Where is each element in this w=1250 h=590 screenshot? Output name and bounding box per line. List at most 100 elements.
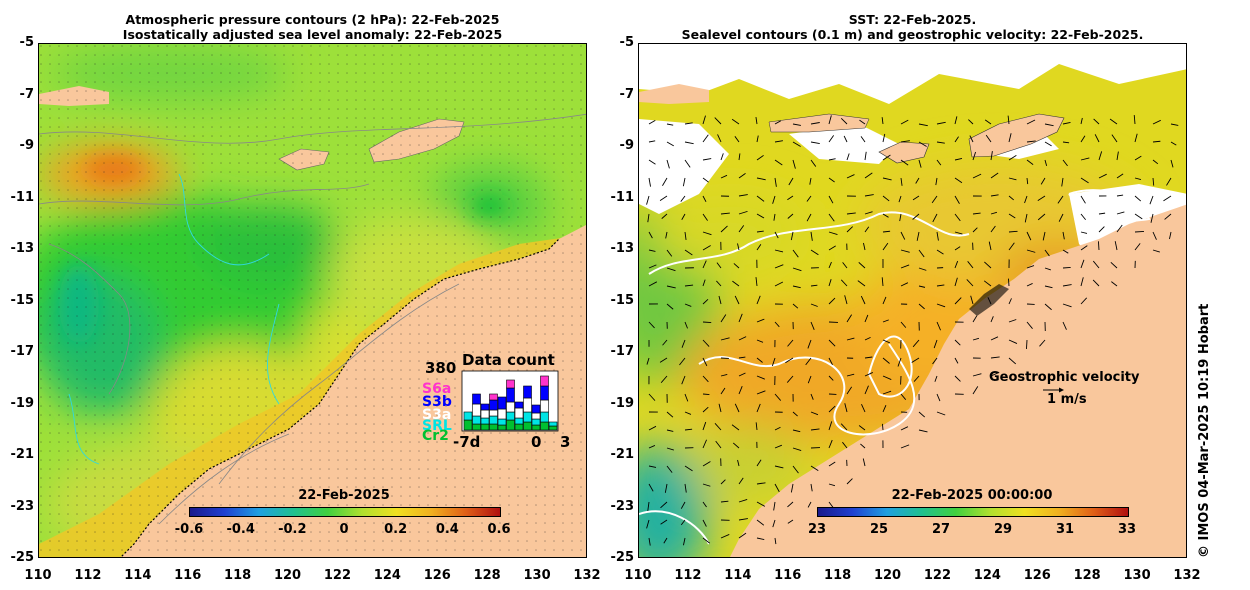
velocity-arrow <box>1008 177 1017 181</box>
velocity-arrow <box>720 212 730 215</box>
colorbar-tick-label: 0.2 <box>384 522 408 537</box>
velocity-arrow <box>648 281 658 287</box>
velocity-arrow <box>954 231 963 235</box>
velocity-arrow <box>936 411 946 416</box>
velocity-arrow <box>684 411 692 415</box>
velocity-arrow <box>882 177 892 181</box>
velocity-arrow <box>969 135 974 143</box>
data-count-bar-segment <box>540 375 549 387</box>
velocity-arrow <box>1116 194 1124 197</box>
velocity-arrow <box>648 264 657 269</box>
velocity-arrow <box>684 428 693 431</box>
velocity-arrow <box>1008 339 1018 344</box>
velocity-arrow <box>1080 297 1088 305</box>
velocity-arrow <box>1039 339 1046 347</box>
velocity-arrow <box>720 500 729 503</box>
velocity-arrow <box>1134 155 1142 161</box>
velocity-arrow <box>648 483 654 492</box>
velocity-arrow <box>810 465 819 471</box>
velocity-arrow <box>1152 140 1161 143</box>
lon-tick-label: 132 <box>573 568 601 583</box>
velocity-arrow <box>1114 241 1118 251</box>
velocity-arrow <box>702 213 708 221</box>
velocity-arrow <box>1080 177 1089 184</box>
velocity-arrow <box>882 405 887 413</box>
velocity-arrow <box>720 374 728 377</box>
velocity-arrow <box>720 479 726 485</box>
velocity-arrow <box>792 447 802 451</box>
velocity-arrow <box>954 195 960 205</box>
lon-tick-label: 122 <box>923 568 952 583</box>
lon-tick-label: 124 <box>973 568 1001 583</box>
velocity-arrow <box>756 357 763 363</box>
velocity-arrow <box>647 213 650 223</box>
velocity-arrow <box>911 357 920 363</box>
velocity-arrow <box>882 339 891 344</box>
velocity-arrow <box>882 195 890 202</box>
velocity-arrow <box>682 177 686 187</box>
velocity-arrow <box>912 213 920 220</box>
data-count-bar-segment <box>480 417 490 425</box>
velocity-arrow <box>684 393 689 402</box>
velocity-arrow <box>1170 159 1174 168</box>
colorbar-tick-label: -0.2 <box>278 522 307 537</box>
velocity-arrow <box>663 537 668 544</box>
velocity-arrow <box>738 336 747 341</box>
velocity-arrow <box>954 246 961 251</box>
velocity-arrow <box>738 518 748 521</box>
velocity-arrow <box>737 459 740 467</box>
velocity-arrow <box>731 118 740 125</box>
velocity-arrow <box>792 267 802 272</box>
velocity-arrow <box>1008 298 1012 305</box>
velocity-arrow <box>828 339 836 347</box>
velocity-arrow <box>806 195 812 202</box>
velocity-arrow <box>1080 157 1090 161</box>
velocity-arrow <box>1044 141 1052 147</box>
velocity-arrow <box>702 393 710 395</box>
velocity-arrow <box>828 357 833 366</box>
data-count-bar-segment <box>514 423 524 431</box>
velocity-arrow <box>882 230 891 233</box>
sst-colorbar-title: 22-Feb-2025 00:00:00 <box>891 488 1053 503</box>
velocity-arrow <box>806 213 812 222</box>
velocity-arrow <box>954 213 961 222</box>
velocity-arrow <box>1111 134 1118 143</box>
velocity-arrow <box>684 122 693 125</box>
velocity-arrow <box>1098 151 1103 161</box>
velocity-arrow <box>720 534 730 539</box>
velocity-arrow <box>787 195 794 201</box>
sla-colorbar-title: 22-Feb-2025 <box>298 488 390 503</box>
velocity-arrow <box>660 375 668 384</box>
velocity-arrow <box>1092 279 1100 287</box>
velocity-arrow <box>846 212 856 215</box>
velocity-arrow <box>774 264 784 269</box>
velocity-arrow <box>731 424 740 431</box>
velocity-arrow <box>666 429 674 432</box>
velocity-arrow <box>809 177 812 185</box>
data-count-bar-segment <box>514 407 524 419</box>
velocity-arrow <box>934 375 938 382</box>
velocity-arrow <box>1152 231 1157 240</box>
velocity-arrow <box>774 140 783 143</box>
velocity-arrow <box>1152 119 1161 125</box>
velocity-arrow <box>684 284 694 287</box>
velocity-arrow <box>972 173 982 179</box>
lon-tick-label: 120 <box>873 568 902 583</box>
velocity-arrow <box>720 387 726 395</box>
lat-tick-label: -13 <box>610 241 635 256</box>
left-title: Atmospheric pressure contours (2 hPa): 2… <box>38 12 587 42</box>
velocity-arrow <box>900 393 907 400</box>
velocity-arrow <box>860 295 866 305</box>
velocity-arrow <box>990 211 998 215</box>
velocity-arrow <box>1163 195 1172 202</box>
lon-tick-label: 110 <box>24 568 52 583</box>
velocity-arrow <box>918 411 926 418</box>
velocity-arrow <box>1170 141 1177 146</box>
velocity-arrow <box>660 519 668 525</box>
velocity-arrow <box>738 313 743 323</box>
australia-landmass-sst <box>730 204 1186 557</box>
velocity-arrow <box>702 339 710 347</box>
velocity-arrow <box>702 375 709 383</box>
velocity-arrow <box>1044 285 1053 289</box>
lat-tick-label: -11 <box>10 189 35 205</box>
